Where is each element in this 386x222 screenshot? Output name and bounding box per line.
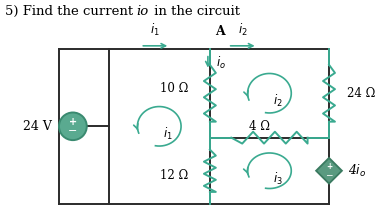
Text: 24 Ω: 24 Ω bbox=[347, 87, 375, 100]
Text: $i_3$: $i_3$ bbox=[273, 170, 283, 187]
Text: $i_2$: $i_2$ bbox=[238, 22, 247, 38]
Text: +: + bbox=[326, 162, 332, 171]
Text: 5) Find the current: 5) Find the current bbox=[5, 5, 138, 18]
Text: in the circuit: in the circuit bbox=[150, 5, 240, 18]
Circle shape bbox=[59, 113, 87, 140]
Polygon shape bbox=[316, 158, 342, 184]
Text: $i_1$: $i_1$ bbox=[163, 126, 173, 142]
Text: −: − bbox=[68, 126, 78, 136]
Text: $i_1$: $i_1$ bbox=[151, 22, 160, 38]
Text: io: io bbox=[136, 5, 149, 18]
Text: 4 Ω: 4 Ω bbox=[249, 120, 270, 133]
Text: 4$i_o$: 4$i_o$ bbox=[348, 163, 366, 179]
Text: $i_2$: $i_2$ bbox=[273, 93, 283, 109]
Text: 10 Ω: 10 Ω bbox=[160, 82, 188, 95]
Text: $i_o$: $i_o$ bbox=[216, 55, 226, 71]
Text: +: + bbox=[69, 117, 77, 127]
Text: −: − bbox=[325, 170, 333, 179]
Text: 24 V: 24 V bbox=[23, 120, 52, 133]
Text: A: A bbox=[215, 25, 225, 38]
Text: 12 Ω: 12 Ω bbox=[160, 169, 188, 182]
